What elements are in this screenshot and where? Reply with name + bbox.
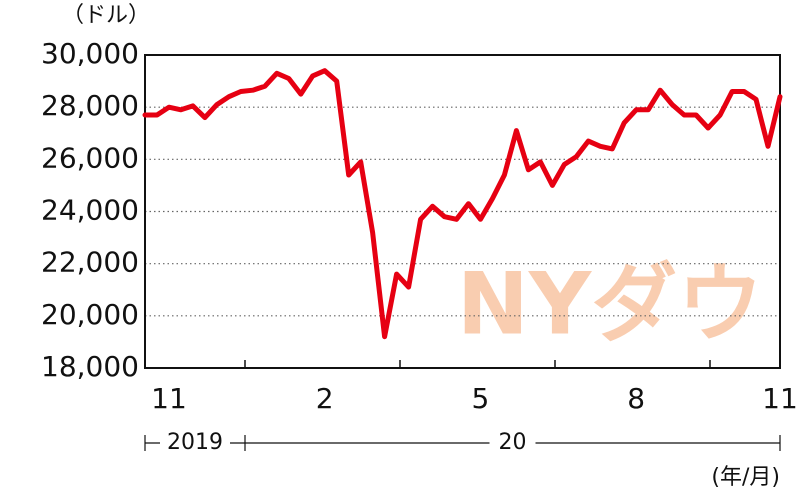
- y-tick-label: 30,000: [41, 37, 139, 70]
- watermark: NYダウ: [457, 254, 763, 354]
- x-tick-label: 8: [627, 382, 645, 415]
- year-label-bg: [489, 431, 536, 455]
- x-tick-label: 2: [316, 382, 334, 415]
- data-line: [142, 68, 783, 340]
- x-tick-label: 11: [151, 382, 187, 415]
- y-tick-label: 20,000: [41, 298, 139, 331]
- y-tick-label: 22,000: [41, 246, 139, 279]
- x-tick-label: 11: [762, 382, 798, 415]
- year-label: 20: [499, 430, 527, 455]
- y-tick-label: 26,000: [41, 141, 139, 174]
- plot-frame: [144, 54, 781, 369]
- y-tick-label: 24,000: [41, 194, 139, 227]
- year-label: 2019: [167, 430, 223, 455]
- y-tick-label: 28,000: [41, 89, 139, 122]
- y-tick-label: 18,000: [41, 350, 139, 383]
- y-unit: （ドル）: [62, 3, 150, 28]
- year-label-bg: [160, 431, 230, 455]
- x-tick-label: 5: [472, 382, 490, 415]
- x-unit: (年/月): [711, 465, 780, 490]
